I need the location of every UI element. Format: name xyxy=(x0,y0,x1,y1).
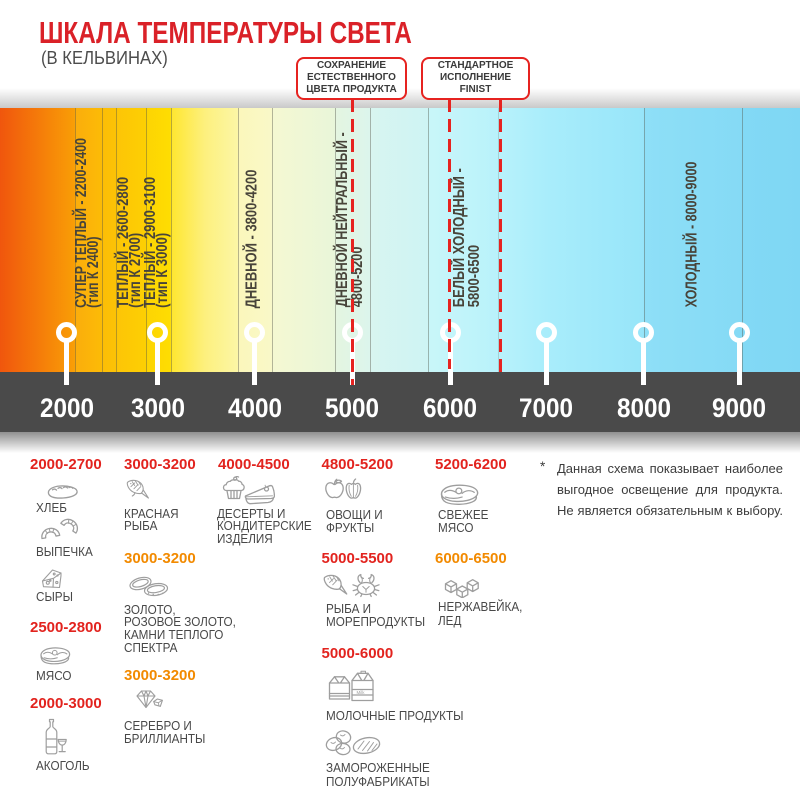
svg-text:Milk: Milk xyxy=(357,690,366,695)
